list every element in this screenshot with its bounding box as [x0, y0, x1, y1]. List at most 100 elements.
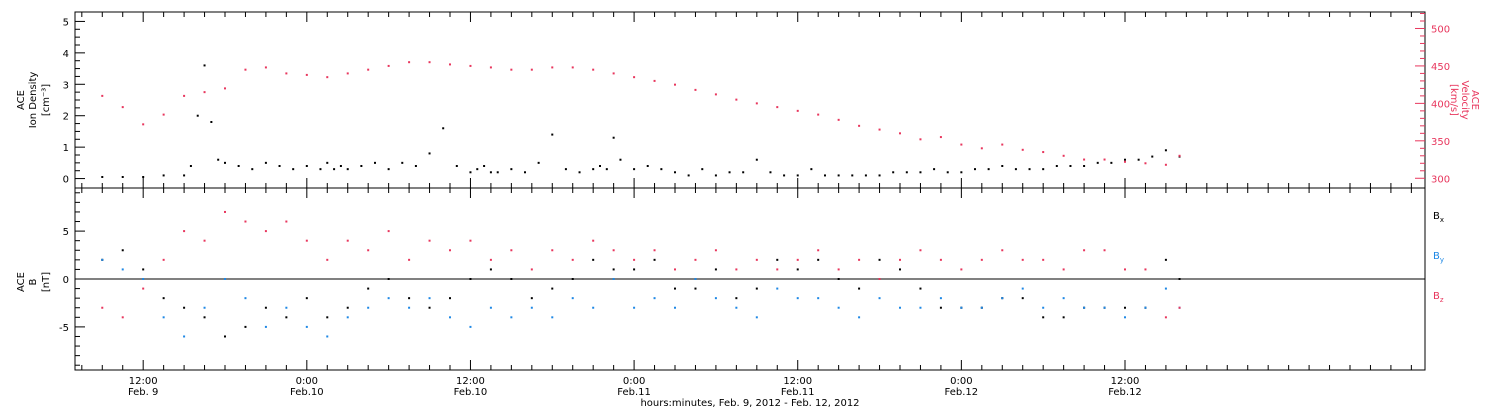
- density-point: [905, 171, 908, 174]
- velocity-point: [960, 143, 963, 146]
- x-axis-title: hours:minutes, Feb. 9, 2012 - Feb. 12, 2…: [640, 398, 859, 409]
- density-point: [633, 168, 636, 171]
- density-point: [489, 171, 492, 174]
- velocity-point: [653, 79, 656, 82]
- density-point: [933, 168, 936, 171]
- bz-point: [183, 230, 186, 233]
- bx-point: [530, 297, 533, 300]
- density-point: [742, 171, 745, 174]
- density-point: [1028, 168, 1031, 171]
- field-label-line2: B: [28, 278, 39, 285]
- velocity-point: [162, 113, 165, 116]
- bx-point: [633, 268, 636, 271]
- by-point: [817, 297, 820, 300]
- bx-point: [1178, 278, 1181, 280]
- bz-point: [776, 268, 779, 271]
- by-point: [1062, 297, 1065, 300]
- bx-point: [367, 287, 370, 290]
- velocity-point: [1103, 158, 1106, 161]
- field-tick-label: 0: [63, 275, 69, 286]
- bz-point: [1144, 268, 1147, 271]
- bx-point: [674, 287, 676, 290]
- velocity-tick-label: 350: [1431, 137, 1450, 148]
- legend-bz-main: B: [1433, 291, 1440, 302]
- by-point: [244, 297, 247, 300]
- density-point: [864, 174, 867, 177]
- density-point: [428, 152, 431, 155]
- velocity-point: [1144, 162, 1147, 165]
- velocity-point: [735, 98, 738, 101]
- bz-point: [653, 249, 656, 252]
- by-point: [755, 316, 758, 319]
- density-point: [414, 165, 417, 167]
- bz-point: [1103, 249, 1106, 252]
- by-point: [1042, 306, 1045, 309]
- bz-point: [1164, 316, 1167, 319]
- density-point: [1069, 165, 1072, 167]
- bz-point: [387, 230, 390, 233]
- density-point: [660, 168, 663, 171]
- bx-point: [858, 287, 861, 290]
- legend-bz-sub: z: [1440, 296, 1444, 304]
- velocity-point: [714, 93, 717, 96]
- bz-point: [980, 258, 983, 261]
- bz-point: [142, 287, 145, 290]
- bz-point: [878, 278, 881, 280]
- bx-point: [183, 306, 186, 309]
- velocity-point: [244, 68, 247, 71]
- bz-point: [305, 239, 308, 242]
- by-point: [571, 297, 574, 300]
- velocity-point: [469, 64, 472, 67]
- x-tick-label-date: Feb.12: [1108, 387, 1142, 398]
- density-point: [796, 174, 799, 177]
- bz-point: [162, 258, 165, 261]
- velocity-point: [346, 72, 349, 75]
- density-point: [892, 171, 895, 174]
- velocity-point: [592, 68, 595, 71]
- velocity-label-line3: [km/s]: [1448, 84, 1459, 116]
- bz-point: [694, 258, 697, 261]
- bz-point: [960, 268, 963, 271]
- velocity-point: [183, 94, 186, 97]
- density-point: [360, 165, 363, 167]
- velocity-point: [305, 73, 308, 76]
- bz-point: [367, 249, 370, 252]
- density-point: [612, 136, 615, 139]
- by-point: [592, 306, 595, 309]
- velocity-point: [489, 66, 492, 69]
- bx-point: [796, 268, 799, 271]
- legend-by-sub: y: [1440, 256, 1444, 264]
- density-axis-label: ACE Ion Density [cm⁻³]: [16, 72, 52, 129]
- by-point: [449, 316, 451, 319]
- density-point: [1124, 158, 1126, 161]
- density-point: [769, 171, 772, 174]
- velocity-point: [264, 66, 267, 69]
- density-point: [264, 161, 267, 164]
- bz-point: [244, 220, 247, 223]
- bx-point: [428, 306, 431, 309]
- density-point: [121, 176, 124, 178]
- bz-point: [735, 268, 738, 271]
- field-tick-label: 5: [63, 227, 69, 238]
- bz-point: [551, 249, 554, 252]
- velocity-point: [510, 68, 513, 71]
- velocity-point: [203, 91, 206, 94]
- x-tick-label-time: 12:00: [129, 376, 158, 387]
- density-point: [605, 168, 608, 171]
- by-point: [264, 325, 267, 328]
- density-point: [578, 171, 581, 174]
- bx-point: [1124, 306, 1126, 309]
- legend-by: By: [1433, 251, 1444, 264]
- by-point: [121, 268, 124, 271]
- by-point: [346, 316, 349, 319]
- density-point: [224, 161, 226, 164]
- density-point: [1014, 168, 1017, 171]
- bx-point: [714, 268, 717, 271]
- velocity-point: [755, 102, 758, 105]
- x-tick-label-time: 12:00: [456, 376, 485, 387]
- density-point: [305, 165, 308, 167]
- velocity-point: [1164, 163, 1167, 166]
- by-point: [489, 306, 492, 309]
- velocity-point: [551, 66, 554, 69]
- bx-point: [244, 325, 247, 328]
